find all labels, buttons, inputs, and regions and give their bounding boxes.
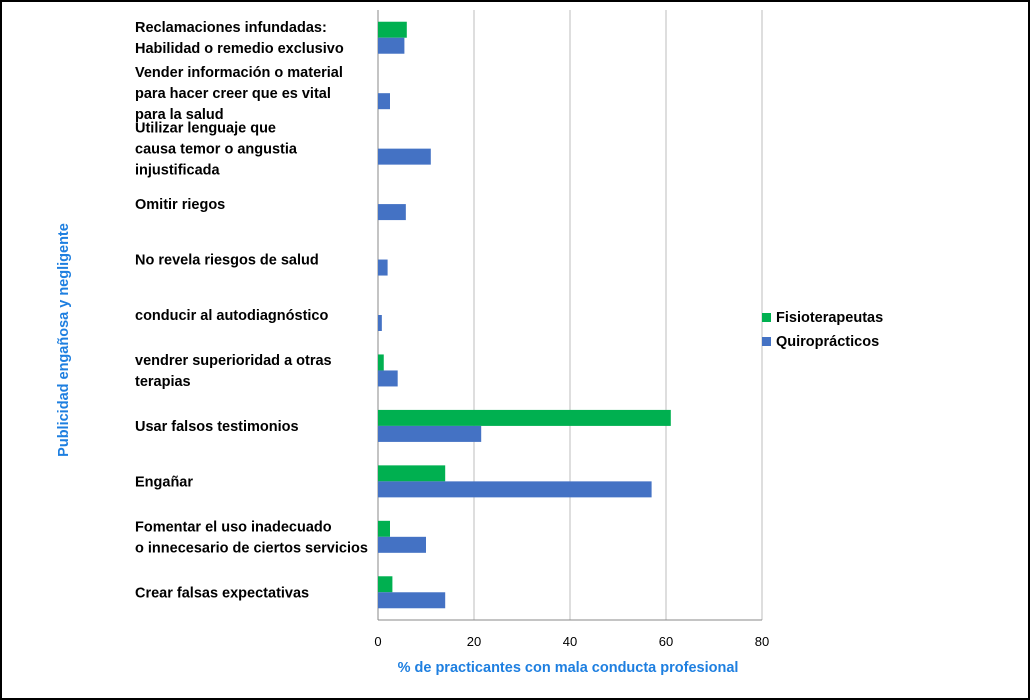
category-label: Crear falsas expectativas bbox=[135, 585, 309, 601]
x-tick-label: 80 bbox=[755, 634, 769, 649]
category-label: Omitir riegos bbox=[135, 197, 225, 213]
category-label: Utilizar lenguaje que causa temor o angus… bbox=[135, 121, 298, 179]
legend-label: Quiroprácticos bbox=[776, 334, 879, 350]
category-label: conducir al autodiagnóstico bbox=[135, 308, 328, 324]
category-label: Vender información o material para hacer … bbox=[135, 65, 343, 123]
category-label: No revela riesgos de salud bbox=[135, 253, 319, 269]
legend-swatch bbox=[762, 337, 771, 346]
bar-fisioterapeutas bbox=[378, 409, 671, 426]
bar-quiropracticos bbox=[378, 592, 446, 609]
x-tick-label: 20 bbox=[467, 634, 481, 649]
x-tick-label: 60 bbox=[659, 634, 673, 649]
category-label: Reclamaciones infundadas: Habilidad o rem… bbox=[135, 20, 344, 57]
y-axis-title: Publicidad engañosa y negligente bbox=[56, 223, 72, 457]
bar-quiropracticos bbox=[378, 481, 652, 498]
bar-fisioterapeutas bbox=[378, 465, 446, 482]
bars bbox=[378, 21, 671, 609]
category-label: Fomentar el uso inadecuado o innecesario … bbox=[135, 519, 368, 556]
x-axis-title: % de practicantes con mala conducta prof… bbox=[398, 660, 739, 676]
bar-quiropracticos bbox=[378, 204, 406, 221]
x-tick-label: 40 bbox=[563, 634, 577, 649]
category-label: Usar falsos testimonios bbox=[135, 419, 299, 435]
legend: Fisioterapeutas Quiroprácticos bbox=[762, 310, 883, 350]
category-label: vendrer superioridad a otras terapias bbox=[135, 353, 332, 390]
x-tick-label: 0 bbox=[374, 634, 381, 649]
bar-quiropracticos bbox=[378, 148, 431, 165]
bar-fisioterapeutas bbox=[378, 21, 407, 38]
bar-quiropracticos bbox=[378, 536, 426, 553]
bar-fisioterapeutas bbox=[378, 354, 384, 371]
legend-swatch bbox=[762, 313, 771, 322]
bar-quiropracticos bbox=[378, 370, 398, 387]
bar-fisioterapeutas bbox=[378, 576, 393, 593]
bar-quiropracticos bbox=[378, 315, 382, 331]
bar-quiropracticos bbox=[378, 425, 482, 442]
bar-fisioterapeutas bbox=[378, 520, 390, 537]
legend-label: Fisioterapeutas bbox=[776, 310, 883, 326]
category-label: Engañar bbox=[135, 474, 193, 490]
gridlines bbox=[377, 10, 763, 621]
bar-quiropracticos bbox=[378, 93, 390, 110]
bar-quiropracticos bbox=[378, 259, 388, 276]
bar-quiropracticos bbox=[378, 37, 405, 54]
x-tick-labels: 0 20 40 60 80 bbox=[374, 634, 769, 649]
category-labels: Reclamaciones infundadas: Habilidad o rem… bbox=[135, 20, 368, 601]
